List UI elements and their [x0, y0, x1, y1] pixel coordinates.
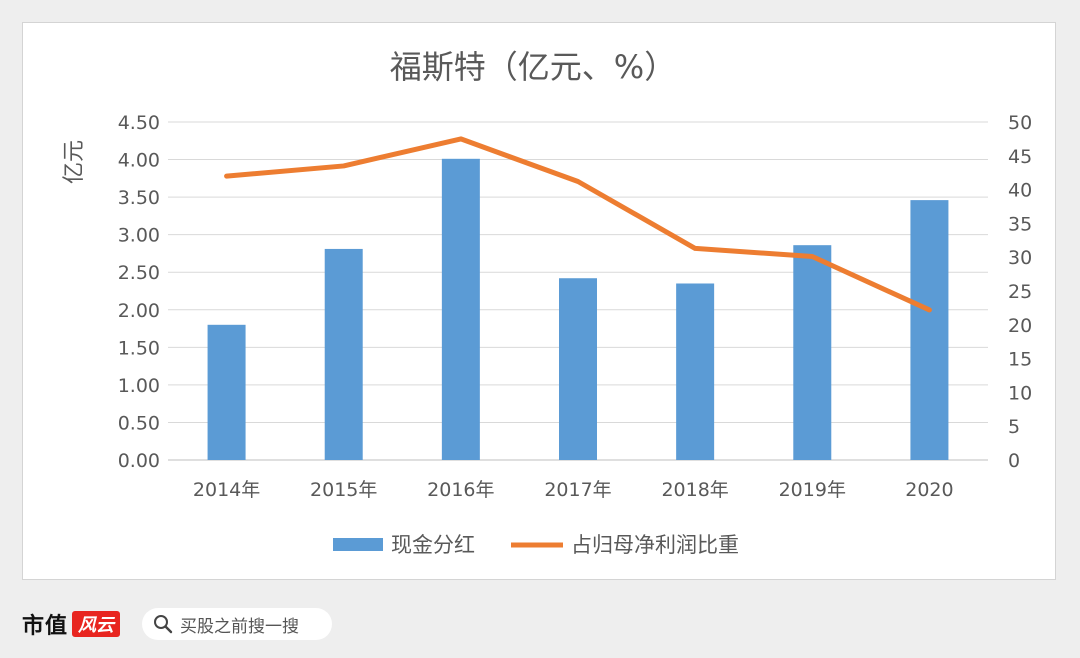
y2-tick-label: 5	[1008, 416, 1020, 438]
y2-axis-ticks: 0 5 10 15 20 25 30 35 40 45 50	[1008, 112, 1032, 472]
y2-tick-label: 10	[1008, 382, 1032, 404]
brand-logo[interactable]: 市值 风云	[22, 608, 121, 640]
y2-tick-label: 25	[1008, 281, 1032, 303]
y-tick-label: 3.00	[118, 225, 160, 247]
y2-tick-label: 15	[1008, 349, 1032, 371]
y-axis-ticks: 0.00 0.50 1.00 1.50 2.00 2.50 3.00 3.50 4.00 4.50	[118, 112, 160, 472]
y-tick-label: 0.00	[118, 450, 160, 472]
bar	[324, 248, 363, 460]
bar	[676, 283, 715, 460]
x-tick-label: 2014年	[193, 479, 260, 501]
y-tick-label: 2.50	[118, 262, 160, 284]
bar	[910, 200, 949, 461]
legend-label-bar: 现金分红	[391, 533, 475, 557]
line-series	[224, 136, 932, 313]
brand-text: 市值	[22, 613, 69, 639]
x-tick-label: 2016年	[427, 479, 494, 501]
search-placeholder: 买股之前搜一搜	[180, 616, 299, 637]
bar	[559, 278, 597, 460]
y2-tick-label: 20	[1008, 315, 1032, 337]
y-tick-label: 0.50	[118, 412, 160, 434]
y2-tick-label: 35	[1008, 213, 1032, 235]
y2-tick-label: 30	[1008, 247, 1032, 269]
brand-badge: 风云	[72, 611, 121, 637]
y-tick-label: 4.50	[118, 112, 160, 134]
y2-tick-label: 40	[1008, 180, 1032, 202]
bar	[793, 245, 832, 460]
x-axis-ticks: 2014年 2015年 2016年 2017年 2018年 2019年 2020	[193, 479, 954, 501]
chart-frame: 福斯特（亿元、%） 亿元 0.00 0.50 1.00 1.50 2.00 2.50 3.0…	[22, 22, 1056, 580]
x-tick-label: 2020	[905, 479, 953, 501]
x-tick-label: 2018年	[661, 479, 728, 501]
x-tick-label: 2015年	[310, 479, 377, 501]
search-icon	[152, 613, 174, 635]
chart: 福斯特（亿元、%） 亿元 0.00 0.50 1.00 1.50 2.00 2.50 3.0…	[62, 48, 1032, 557]
y-tick-label: 1.50	[118, 337, 160, 359]
bar-series	[207, 158, 949, 461]
y-tick-label: 4.00	[118, 150, 160, 172]
chart-title: 福斯特（亿元、%）	[390, 48, 676, 86]
x-tick-label: 2017年	[544, 479, 611, 501]
y-axis-label: 亿元	[62, 140, 87, 184]
legend: 现金分红 占归母净利润比重	[333, 533, 739, 557]
legend-label-line: 占归母净利润比重	[571, 533, 739, 557]
y-tick-label: 1.00	[118, 375, 160, 397]
y2-tick-label: 0	[1008, 450, 1020, 472]
y2-tick-label: 50	[1008, 112, 1032, 134]
bar	[207, 324, 246, 460]
x-tick-label: 2019年	[779, 479, 846, 501]
bar	[441, 158, 480, 460]
y2-tick-label: 45	[1008, 146, 1032, 168]
legend-swatch-bar	[333, 538, 383, 551]
y-tick-label: 2.00	[118, 300, 160, 322]
footer: 市值 风云 买股之前搜一搜	[0, 588, 1080, 658]
search-bar[interactable]: 买股之前搜一搜	[142, 608, 332, 640]
y-tick-label: 3.50	[118, 187, 160, 209]
